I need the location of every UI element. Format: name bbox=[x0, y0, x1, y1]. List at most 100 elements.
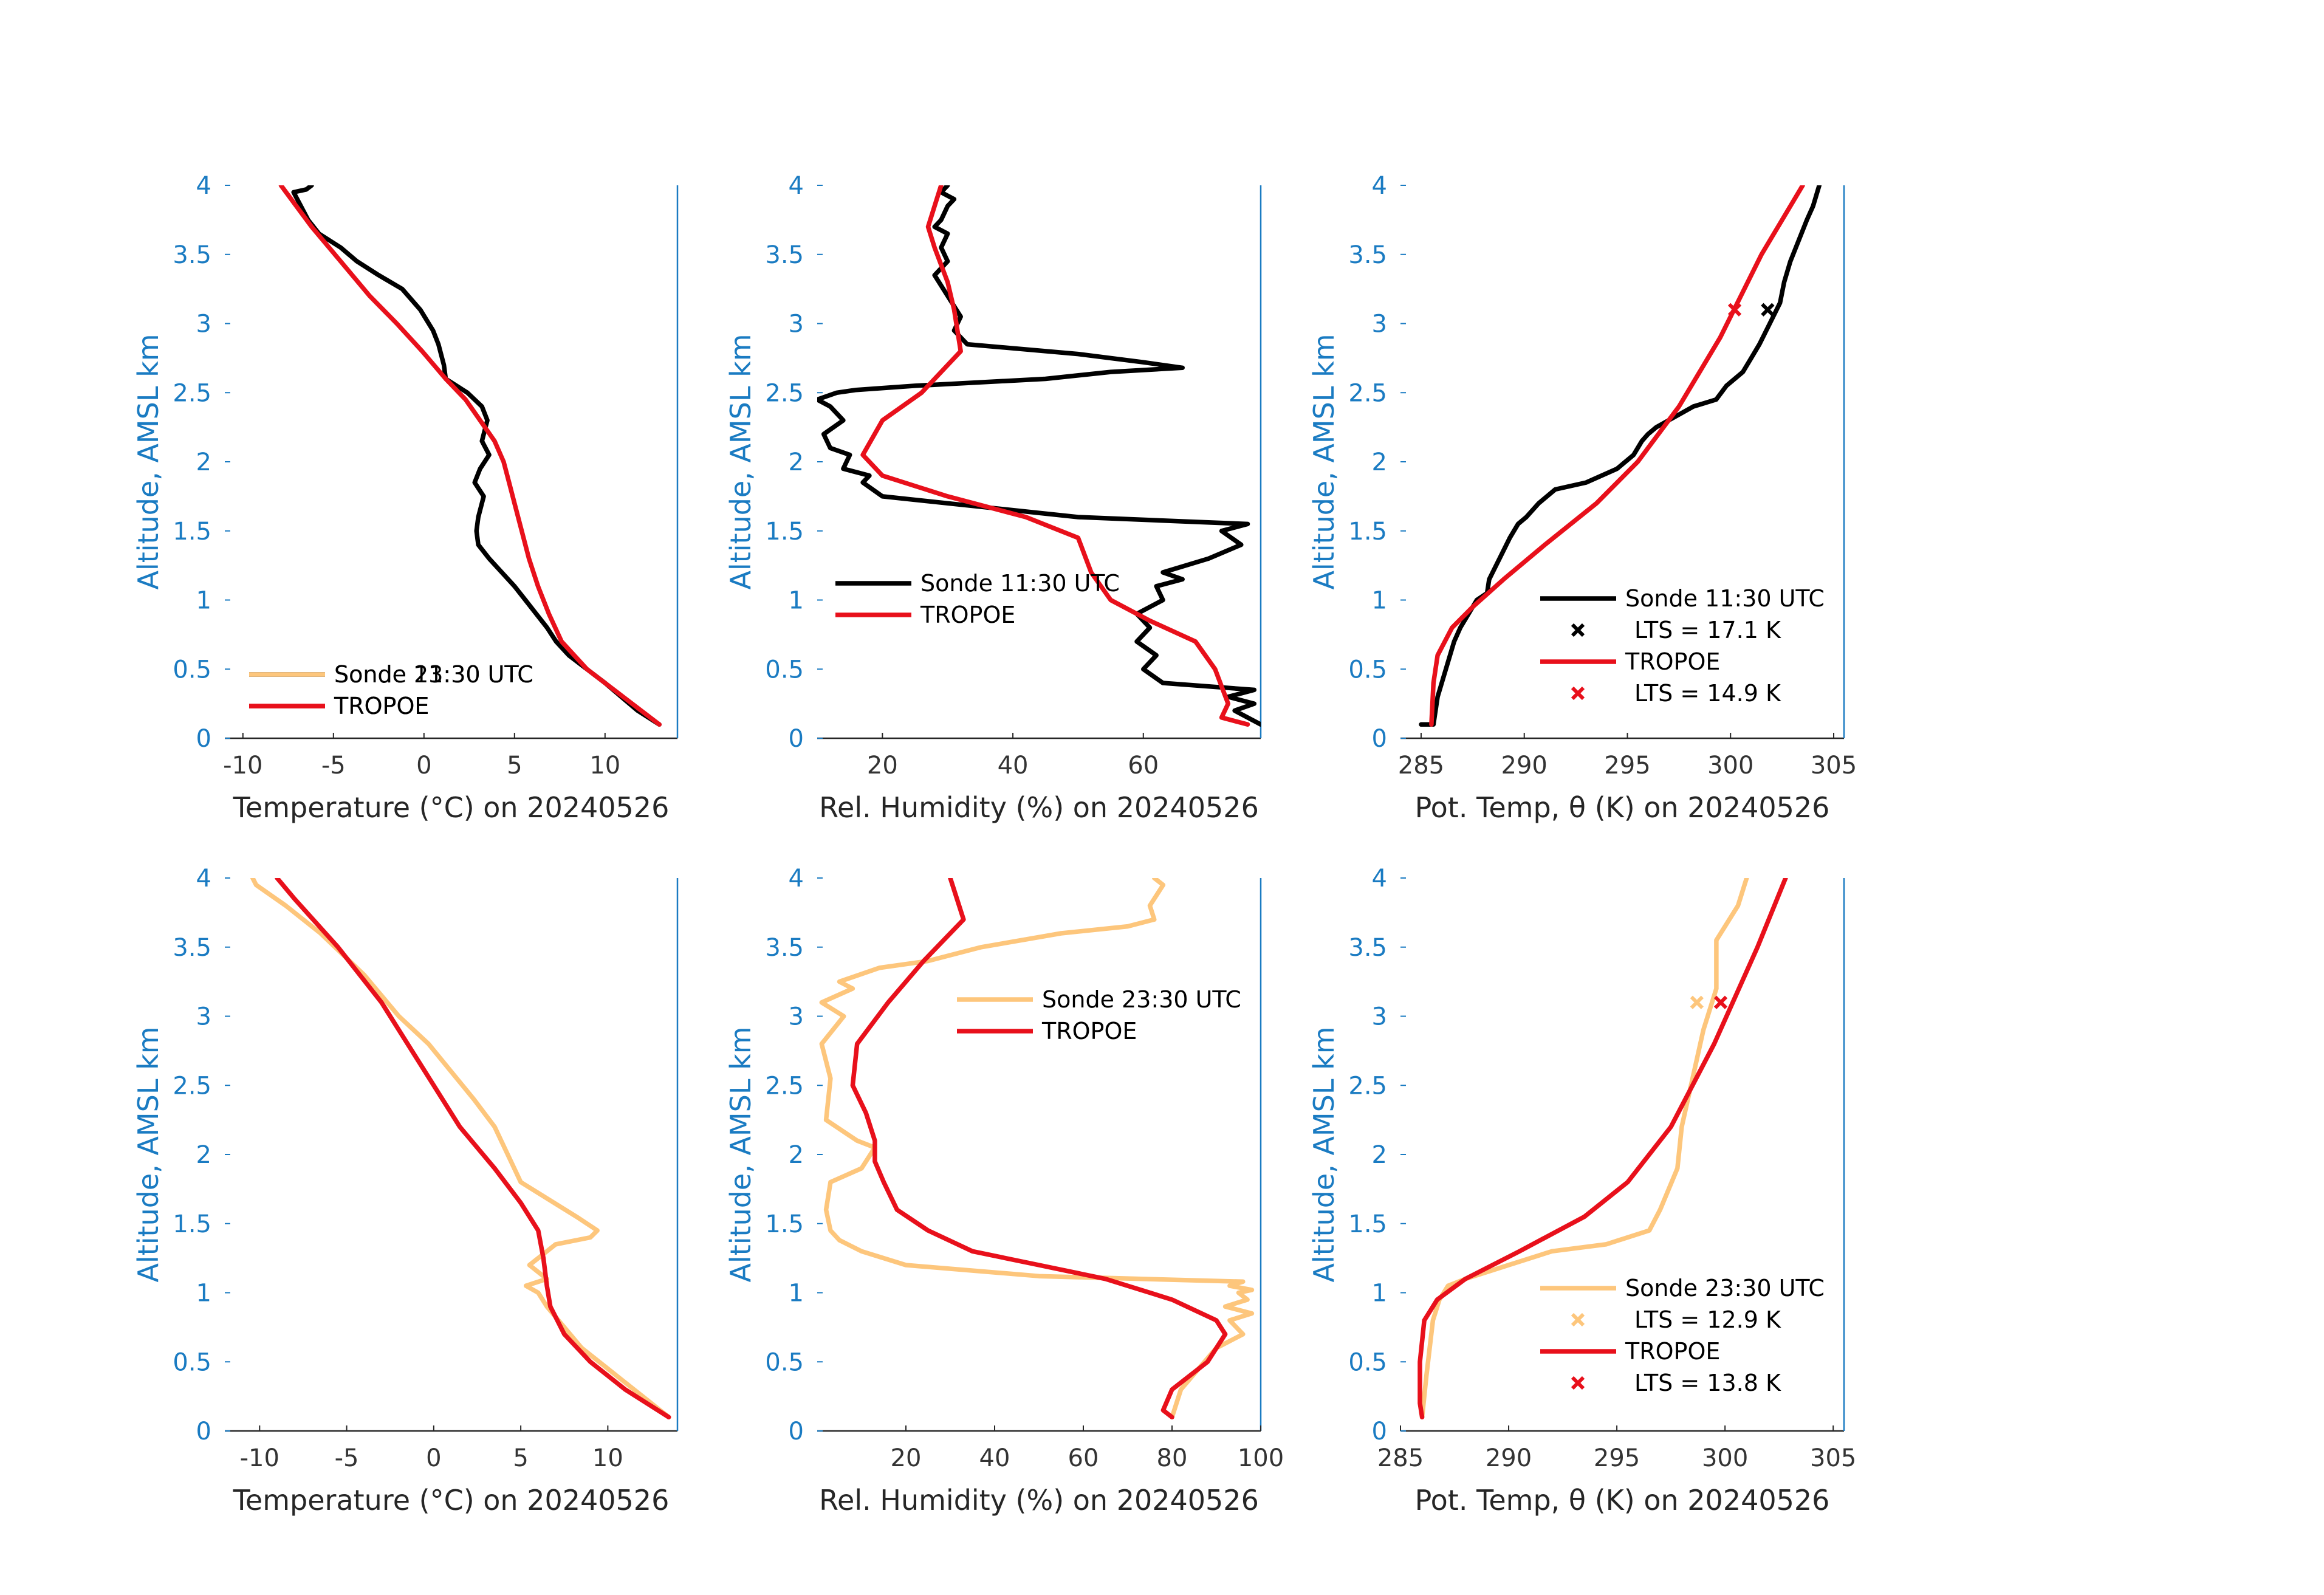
x-tick-label: -10 bbox=[240, 1444, 279, 1472]
legend: Sonde 23:30 UTC TROPOE bbox=[957, 986, 1241, 1044]
legend: Sonde 23:30 UTC TROPOE bbox=[249, 661, 533, 719]
panel-rh-2330: 20 40 60 80 100 0 0.5 1 1.5 2 2.5 3 3.5 4 Rel. Humidit… bbox=[724, 865, 1284, 1517]
legend-label: LTS = 14.9 K bbox=[1634, 680, 1781, 707]
y-tick-label: 3.5 bbox=[173, 241, 211, 269]
x-tick-label: -5 bbox=[321, 752, 346, 780]
y-tick-label: 4 bbox=[789, 865, 804, 893]
y-tick-label: 0 bbox=[196, 725, 211, 753]
legend-label: Sonde 11:30 UTC bbox=[334, 661, 533, 688]
x-tick-label: 300 bbox=[1702, 1444, 1748, 1472]
series-line bbox=[860, 185, 1250, 727]
legend-label: LTS = 12.9 K bbox=[1634, 1306, 1781, 1333]
series-line bbox=[1419, 878, 1749, 1420]
y-tick-label: 0.5 bbox=[765, 1348, 804, 1376]
x-tick-label: 20 bbox=[867, 752, 898, 780]
y-tick-label: 1.5 bbox=[765, 1210, 804, 1238]
y-tick-label: 3 bbox=[1372, 310, 1387, 338]
y-tick-label: 3.5 bbox=[173, 934, 211, 962]
x-tick-label: 60 bbox=[1128, 752, 1159, 780]
y-tick-label: 1 bbox=[789, 587, 804, 615]
lts-marker bbox=[1761, 303, 1775, 317]
y-axis-label: Altitude, AMSL km bbox=[1308, 1026, 1340, 1282]
x-tick-label: 305 bbox=[1811, 752, 1857, 780]
plot-area bbox=[1417, 878, 1788, 1420]
x-tick-label: 0 bbox=[416, 752, 431, 780]
y-tick-label: 3.5 bbox=[1348, 934, 1387, 962]
plot-area bbox=[817, 185, 1261, 727]
y-tick-label: 4 bbox=[789, 172, 804, 200]
y-tick-label: 1 bbox=[789, 1280, 804, 1308]
y-tick-label: 1.5 bbox=[173, 518, 211, 546]
y-tick-label: 2.5 bbox=[173, 379, 211, 407]
y-tick-label: 3.5 bbox=[765, 241, 804, 269]
y-tick-label: 1.5 bbox=[1348, 1210, 1387, 1238]
series-line bbox=[819, 878, 1255, 1420]
series-line bbox=[278, 185, 662, 727]
y-tick-label: 2.5 bbox=[765, 1072, 804, 1100]
y-tick-label: 2.5 bbox=[173, 1072, 211, 1100]
y-tick-label: 2 bbox=[1372, 1141, 1387, 1169]
legend-marker bbox=[1571, 623, 1585, 637]
y-tick-label: 1.5 bbox=[1348, 518, 1387, 546]
x-tick-label: 305 bbox=[1810, 1444, 1856, 1472]
x-tick-label: 40 bbox=[979, 1444, 1010, 1472]
legend-label: TROPOE bbox=[334, 693, 429, 719]
y-tick-label: 2 bbox=[196, 1141, 211, 1169]
y-tick-label: 0 bbox=[789, 1418, 804, 1446]
x-axis-label: Rel. Humidity (%) on 20240526 bbox=[819, 791, 1259, 824]
series-line bbox=[1419, 185, 1822, 727]
legend-label: TROPOE bbox=[1625, 648, 1720, 675]
x-tick-label: 285 bbox=[1398, 752, 1444, 780]
legend: Sonde 23:30 UTC LTS = 12.9 K TROPOE LTS = 1… bbox=[1540, 1275, 1825, 1396]
y-tick-label: 4 bbox=[196, 172, 211, 200]
series-line bbox=[1429, 185, 1805, 727]
lts-marker bbox=[1713, 995, 1728, 1009]
y-tick-label: 1.5 bbox=[765, 518, 804, 546]
x-tick-label: 5 bbox=[507, 752, 522, 780]
y-tick-label: 1 bbox=[1372, 1280, 1387, 1308]
x-axis-label: Pot. Temp, θ (K) on 20240526 bbox=[1415, 1484, 1830, 1517]
y-tick-label: 2 bbox=[789, 1141, 804, 1169]
panel-temp-1130: -10 -5 0 5 10 0 0.5 1 1.5 2 2.5 3 3.5 4 Temperature (°… bbox=[132, 172, 679, 824]
y-tick-label: 0.5 bbox=[173, 656, 211, 684]
x-tick-label: 100 bbox=[1238, 1444, 1284, 1472]
y-tick-label: 1.5 bbox=[173, 1210, 211, 1238]
legend-label: Sonde 23:30 UTC bbox=[334, 661, 533, 688]
x-tick-label: 20 bbox=[891, 1444, 922, 1472]
x-tick-label: 295 bbox=[1594, 1444, 1640, 1472]
y-tick-label: 0.5 bbox=[1348, 1348, 1387, 1376]
lts-marker bbox=[1727, 303, 1742, 317]
legend-label: Sonde 23:30 UTC bbox=[1042, 986, 1241, 1013]
x-tick-label: 295 bbox=[1604, 752, 1650, 780]
y-tick-label: 1 bbox=[196, 1280, 211, 1308]
plot-area bbox=[1419, 185, 1822, 727]
legend-label: Sonde 11:30 UTC bbox=[920, 570, 1120, 597]
y-tick-label: 3.5 bbox=[1348, 241, 1387, 269]
series-line bbox=[275, 878, 671, 1420]
panel-rh-1130: 20 40 60 0 0.5 1 1.5 2 2.5 3 3.5 4 Rel. Humidity (%)… bbox=[724, 172, 1262, 824]
x-axis-label: Pot. Temp, θ (K) on 20240526 bbox=[1415, 791, 1830, 824]
y-axis-label: Altitude, AMSL km bbox=[724, 1026, 757, 1282]
plot-area bbox=[250, 878, 671, 1420]
x-tick-label: 5 bbox=[513, 1444, 528, 1472]
y-tick-label: 3 bbox=[196, 310, 211, 338]
legend-marker bbox=[1571, 1376, 1585, 1390]
legend-label: TROPOE bbox=[1625, 1338, 1720, 1365]
y-tick-label: 2 bbox=[789, 448, 804, 476]
x-axis-label: Temperature (°C) on 20240526 bbox=[233, 1484, 670, 1517]
x-tick-label: 10 bbox=[589, 752, 620, 780]
y-tick-label: 2.5 bbox=[765, 379, 804, 407]
y-tick-label: 3.5 bbox=[765, 934, 804, 962]
series-line bbox=[850, 878, 1228, 1420]
y-axis-label: Altitude, AMSL km bbox=[132, 334, 165, 589]
panel-theta-1130: 285 290 295 300 305 0 0.5 1 1.5 2 2.5 3 3.5 4 Pot. Tem… bbox=[1308, 172, 1857, 824]
series-line bbox=[250, 878, 671, 1420]
y-tick-label: 3 bbox=[196, 1003, 211, 1031]
y-tick-label: 1 bbox=[196, 587, 211, 615]
legend: Sonde 11:30 UTC TROPOE bbox=[835, 570, 1120, 628]
x-tick-label: 300 bbox=[1707, 752, 1753, 780]
y-tick-label: 0 bbox=[1372, 725, 1387, 753]
x-tick-label: 285 bbox=[1377, 1444, 1424, 1472]
plot-area bbox=[819, 878, 1255, 1420]
y-axis-label: Altitude, AMSL km bbox=[132, 1026, 165, 1282]
